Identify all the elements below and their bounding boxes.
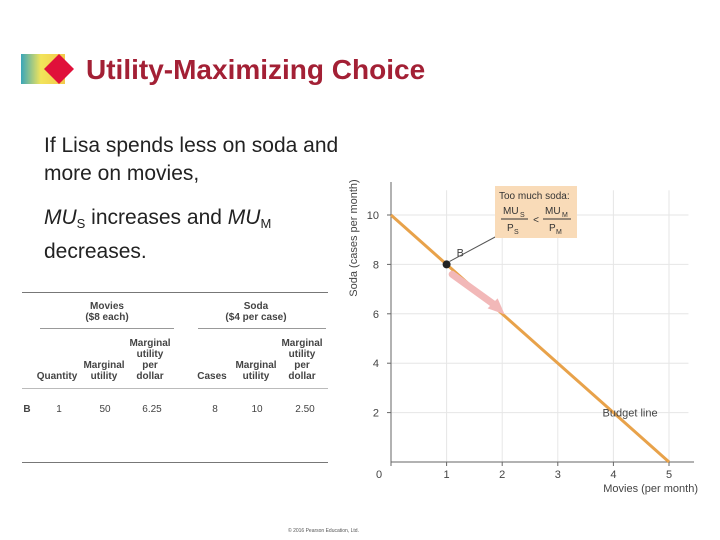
col-quantity: Quantity xyxy=(36,371,78,382)
movies-subrule xyxy=(40,328,174,329)
annotation-den-left-sub: S xyxy=(514,229,519,236)
row-mu-soda: 10 xyxy=(251,404,263,415)
col-mupd-movies-3: per xyxy=(142,360,158,371)
table-bottom-rule xyxy=(22,462,328,463)
utility-table: Movies ($8 each) Soda ($4 per case) Marg… xyxy=(22,292,328,467)
col-mupd-soda-1: Marginal xyxy=(281,338,323,349)
page-title: Utility-Maximizing Choice xyxy=(86,54,426,85)
col-mupd-soda-2: utility xyxy=(288,349,316,360)
mu-symbol-2: MU xyxy=(227,206,261,229)
y-tick-label: 4 xyxy=(373,358,379,370)
annotation-num-right: MU xyxy=(545,206,561,217)
y-tick-label: 8 xyxy=(373,259,379,271)
x-tick-label: 4 xyxy=(610,469,616,481)
row-cases: 8 xyxy=(212,404,218,415)
col-mupd-movies-4: dollar xyxy=(136,371,164,382)
annotation-den-left: P xyxy=(507,223,514,234)
direction-arrow-head xyxy=(487,298,505,315)
col-mu-movies-2: utility xyxy=(90,371,118,382)
chart-annotation: Too much soda:MU SP S<MU MP M xyxy=(449,186,577,262)
table-top-rule xyxy=(22,292,328,293)
movies-header: Movies xyxy=(90,301,124,312)
row-label: B xyxy=(23,404,31,415)
chart-ticks: 0 1 2 3 4 5 2 4 6 8 10 Movies (per month) Soda (case… xyxy=(348,179,698,495)
mu-end-text: decreases. xyxy=(44,240,147,263)
row-mupd-movies: 6.25 xyxy=(142,404,162,415)
diamond-logo-icon xyxy=(21,54,74,84)
mu-subscript-s: S xyxy=(76,216,86,231)
annotation-den-right: P xyxy=(549,223,556,234)
x-axis-label: Movies (per month) xyxy=(603,483,698,495)
x-tick-label: 3 xyxy=(555,469,561,481)
col-mupd-soda-3: per xyxy=(294,360,310,371)
marginal-utility-statement: MUS increases and MUM decreases. xyxy=(44,204,344,266)
annotation-heading: Too much soda: xyxy=(499,191,570,202)
x-tick-label: 0 xyxy=(376,469,382,481)
direction-arrow-shaft xyxy=(448,270,501,310)
col-mupd-movies-1: Marginal xyxy=(129,338,171,349)
annotation-leader-line xyxy=(449,235,498,262)
row-mupd-soda: 2.50 xyxy=(295,404,315,415)
soda-price: ($4 per case) xyxy=(225,312,287,323)
chart-grid xyxy=(391,190,689,462)
point-b-label: B xyxy=(457,247,464,259)
row-mu-movies: 50 xyxy=(99,404,111,415)
y-tick-label: 10 xyxy=(367,210,379,222)
col-cases: Cases xyxy=(197,371,227,382)
y-axis-label: Soda (cases per month) xyxy=(348,179,360,296)
x-tick-label: 2 xyxy=(499,469,505,481)
annotation-num-left-sub: S xyxy=(520,212,525,219)
mu-symbol: MU xyxy=(44,206,77,229)
annotation-num-left: MU xyxy=(503,206,519,217)
soda-header: Soda xyxy=(243,301,269,312)
header-rule xyxy=(22,388,328,389)
annotation-den-right-sub: M xyxy=(556,229,562,236)
x-tick-label: 1 xyxy=(444,469,450,481)
budget-line xyxy=(390,213,670,464)
col-mupd-movies-2: utility xyxy=(136,349,164,360)
mu-subscript-m: M xyxy=(260,216,272,231)
point-b xyxy=(442,260,451,269)
col-mu-movies-1: Marginal xyxy=(83,360,125,371)
y-tick-label: 2 xyxy=(373,408,379,420)
chart-series: Budget line B xyxy=(390,213,670,464)
budget-line-chart: 0 1 2 3 4 5 2 4 6 8 10 Movies (per month) Soda (case… xyxy=(348,179,698,495)
copyright-text: © 2016 Pearson Education, Ltd. xyxy=(288,528,359,534)
chart-axes xyxy=(390,182,695,463)
y-tick-label: 6 xyxy=(373,309,379,321)
annotation-num-right-sub: M xyxy=(562,212,568,219)
soda-subrule xyxy=(198,328,326,329)
annotation-box xyxy=(495,186,577,238)
intro-text: If Lisa spends less on soda and more on … xyxy=(44,134,339,185)
x-tick-label: 5 xyxy=(666,469,672,481)
budget-line-label: Budget line xyxy=(603,408,658,420)
annotation-relation: < xyxy=(533,215,539,226)
col-mu-soda-1: Marginal xyxy=(235,360,277,371)
col-mupd-soda-4: dollar xyxy=(288,371,316,382)
mu-middle-text: increases and xyxy=(85,206,228,229)
movies-price: ($8 each) xyxy=(85,312,129,323)
col-mu-soda-2: utility xyxy=(242,371,270,382)
row-quantity: 1 xyxy=(56,404,62,415)
